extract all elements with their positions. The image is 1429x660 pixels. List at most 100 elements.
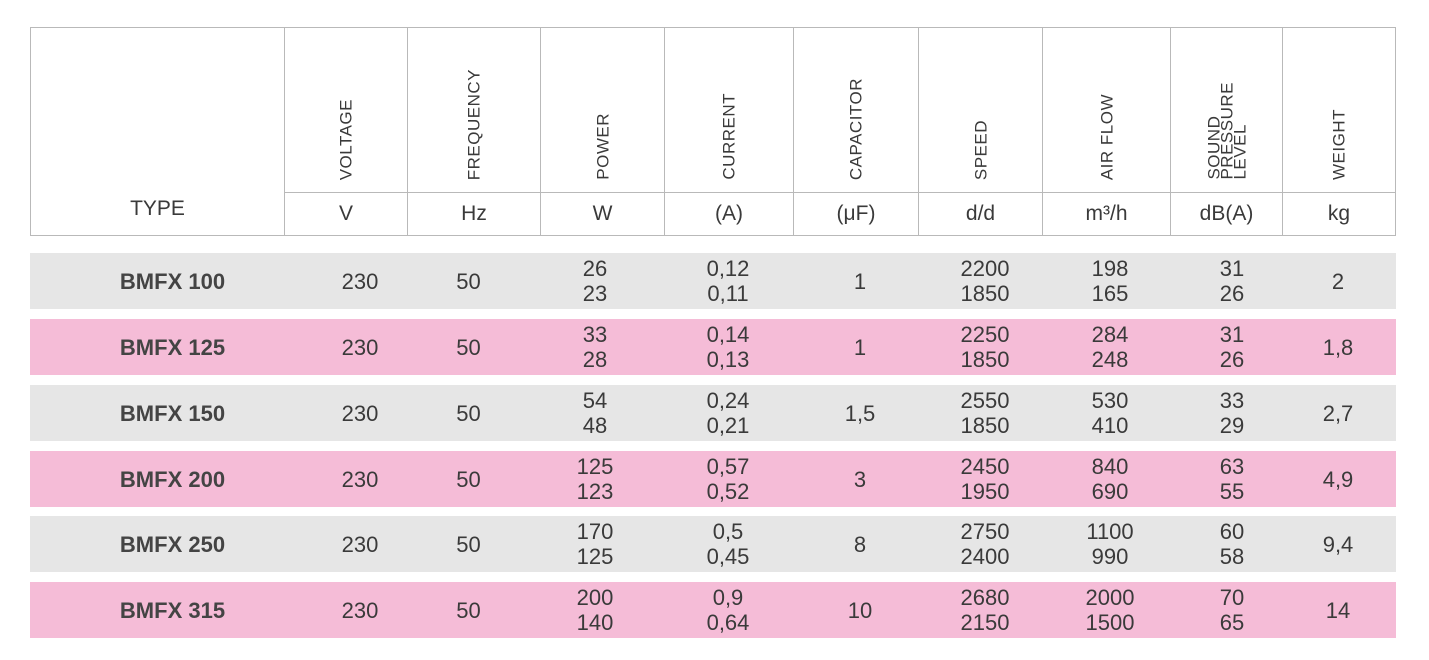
power-cell: 170 125 bbox=[545, 516, 645, 572]
voltage-unit: V bbox=[338, 202, 353, 225]
speed-cell-value: 2550 bbox=[960, 388, 1010, 413]
speed-cell-value: 2200 bbox=[960, 256, 1010, 281]
speed-cell: 2550 1850 bbox=[935, 385, 1035, 441]
weight-cell-value: 9,4 bbox=[1322, 531, 1354, 557]
sound-cell-value: 29 bbox=[1219, 413, 1245, 438]
speed-cell-value: 2750 bbox=[960, 519, 1010, 544]
voltage-cell-value: 230 bbox=[341, 268, 379, 294]
type-cell-value: BMFX 150 bbox=[119, 400, 226, 426]
capacitor-cell: 3 bbox=[810, 451, 910, 507]
voltage-cell-value: 230 bbox=[341, 531, 379, 557]
airflow-cell: 284 248 bbox=[1060, 319, 1160, 375]
current-cell-value: 0,24 bbox=[706, 388, 750, 413]
type-cell-value: BMFX 250 bbox=[119, 531, 226, 557]
frequency-cell-value: 50 bbox=[456, 466, 481, 492]
voltage-cell: 230 bbox=[315, 451, 405, 507]
type-cell-value: BMFX 100 bbox=[119, 268, 226, 294]
power-cell-value: 54 bbox=[582, 388, 608, 413]
frequency-cell: 50 bbox=[420, 319, 517, 375]
frequency-cell-value: 50 bbox=[456, 400, 481, 426]
sound-cell-value: 60 bbox=[1219, 519, 1245, 544]
sound-cell: 31 26 bbox=[1182, 319, 1282, 375]
speed-cell-value: 1850 bbox=[960, 413, 1010, 438]
power-cell-value: 125 bbox=[576, 544, 614, 569]
current-cell: 0,12 0,11 bbox=[673, 253, 783, 309]
power-cell: 200 140 bbox=[545, 582, 645, 638]
weight-cell-value: 14 bbox=[1325, 597, 1351, 623]
airflow-unit: m³/h bbox=[1085, 202, 1128, 225]
capacitor-cell: 10 bbox=[810, 582, 910, 638]
sound-cell: 33 29 bbox=[1182, 385, 1282, 441]
speed-cell-value: 2450 bbox=[960, 454, 1010, 479]
speed-cell-value: 2150 bbox=[960, 610, 1010, 635]
airflow-cell-value: 248 bbox=[1091, 347, 1129, 372]
airflow-cell-value: 1100 bbox=[1086, 519, 1134, 544]
frequency-cell-value: 50 bbox=[456, 531, 481, 557]
table-row: BMFX 100 230 50 26 23 0,12 0,11 1 2200 1850 198 165… bbox=[30, 253, 1396, 309]
sound-cell-value: 31 bbox=[1219, 322, 1245, 347]
airflow-cell-value: 2000 bbox=[1085, 585, 1135, 610]
voltage-column-header: VOLTAGE V bbox=[284, 28, 407, 235]
capacitor-cell: 1,5 bbox=[810, 385, 910, 441]
current-cell: 0,14 0,13 bbox=[673, 319, 783, 375]
frequency-cell-value: 50 bbox=[456, 268, 481, 294]
power-header-label: POWER bbox=[593, 113, 612, 180]
current-unit: (A) bbox=[715, 202, 743, 225]
current-cell: 0,57 0,52 bbox=[673, 451, 783, 507]
power-cell-value: 26 bbox=[582, 256, 608, 281]
weight-column-header: WEIGHT kg bbox=[1282, 28, 1395, 235]
weight-cell-value: 2 bbox=[1331, 268, 1345, 294]
type-header-label: TYPE bbox=[130, 197, 185, 220]
capacitor-cell-value: 8 bbox=[853, 531, 867, 557]
airflow-cell-value: 198 bbox=[1091, 256, 1129, 281]
power-column-header: POWER W bbox=[540, 28, 664, 235]
voltage-cell: 230 bbox=[315, 516, 405, 572]
sound-cell: 70 65 bbox=[1182, 582, 1282, 638]
weight-cell-value: 1,8 bbox=[1322, 334, 1354, 360]
spec-table-header: TYPE VOLTAGE V FREQUENCY Hz POWER W CURR… bbox=[30, 27, 1396, 236]
type-cell: BMFX 125 bbox=[30, 319, 315, 375]
sound-cell-value: 26 bbox=[1219, 281, 1245, 306]
frequency-cell-value: 50 bbox=[456, 597, 481, 623]
airflow-header-label: AIR FLOW bbox=[1097, 93, 1116, 180]
sound-cell-value: 65 bbox=[1219, 610, 1245, 635]
power-cell: 125 123 bbox=[545, 451, 645, 507]
power-cell-value: 33 bbox=[582, 322, 608, 347]
power-cell-value: 125 bbox=[576, 454, 614, 479]
capacitor-cell: 1 bbox=[810, 319, 910, 375]
frequency-cell: 50 bbox=[420, 451, 517, 507]
power-cell-value: 123 bbox=[576, 479, 614, 504]
weight-cell: 9,4 bbox=[1288, 516, 1388, 572]
type-cell: BMFX 315 bbox=[30, 582, 315, 638]
current-cell-value: 0,9 bbox=[712, 585, 744, 610]
type-cell: BMFX 250 bbox=[30, 516, 315, 572]
capacitor-cell: 8 bbox=[810, 516, 910, 572]
speed-cell: 2250 1850 bbox=[935, 319, 1035, 375]
current-cell-value: 0,52 bbox=[706, 479, 750, 504]
airflow-cell-value: 530 bbox=[1091, 388, 1129, 413]
frequency-cell: 50 bbox=[420, 253, 517, 309]
sound-unit: dB(A) bbox=[1199, 202, 1254, 225]
current-cell-value: 0,64 bbox=[706, 610, 750, 635]
speed-cell-value: 1850 bbox=[960, 281, 1010, 306]
power-cell-value: 170 bbox=[576, 519, 614, 544]
airflow-cell-value: 690 bbox=[1091, 479, 1129, 504]
sound-cell: 63 55 bbox=[1182, 451, 1282, 507]
current-cell: 0,9 0,64 bbox=[673, 582, 783, 638]
weight-cell: 14 bbox=[1288, 582, 1388, 638]
sound-cell-value: 31 bbox=[1219, 256, 1245, 281]
weight-cell: 2,7 bbox=[1288, 385, 1388, 441]
table-row: BMFX 125 230 50 33 28 0,14 0,13 1 2250 1850 284 248… bbox=[30, 319, 1396, 375]
sound-cell-value: 26 bbox=[1219, 347, 1245, 372]
table-row: BMFX 315 230 50 200 140 0,9 0,64 10 2680 2150 2000… bbox=[30, 582, 1396, 638]
airflow-cell-value: 1500 bbox=[1085, 610, 1135, 635]
sound-cell-value: 33 bbox=[1219, 388, 1245, 413]
power-cell-value: 28 bbox=[582, 347, 608, 372]
type-cell: BMFX 150 bbox=[30, 385, 315, 441]
speed-cell-value: 2250 bbox=[960, 322, 1010, 347]
voltage-cell: 230 bbox=[315, 385, 405, 441]
table-row: BMFX 200 230 50 125 123 0,57 0,52 3 2450 1950 840 6… bbox=[30, 451, 1396, 507]
voltage-cell-value: 230 bbox=[341, 334, 379, 360]
current-column-header: CURRENT (A) bbox=[664, 28, 793, 235]
weight-header-label: WEIGHT bbox=[1329, 109, 1349, 180]
